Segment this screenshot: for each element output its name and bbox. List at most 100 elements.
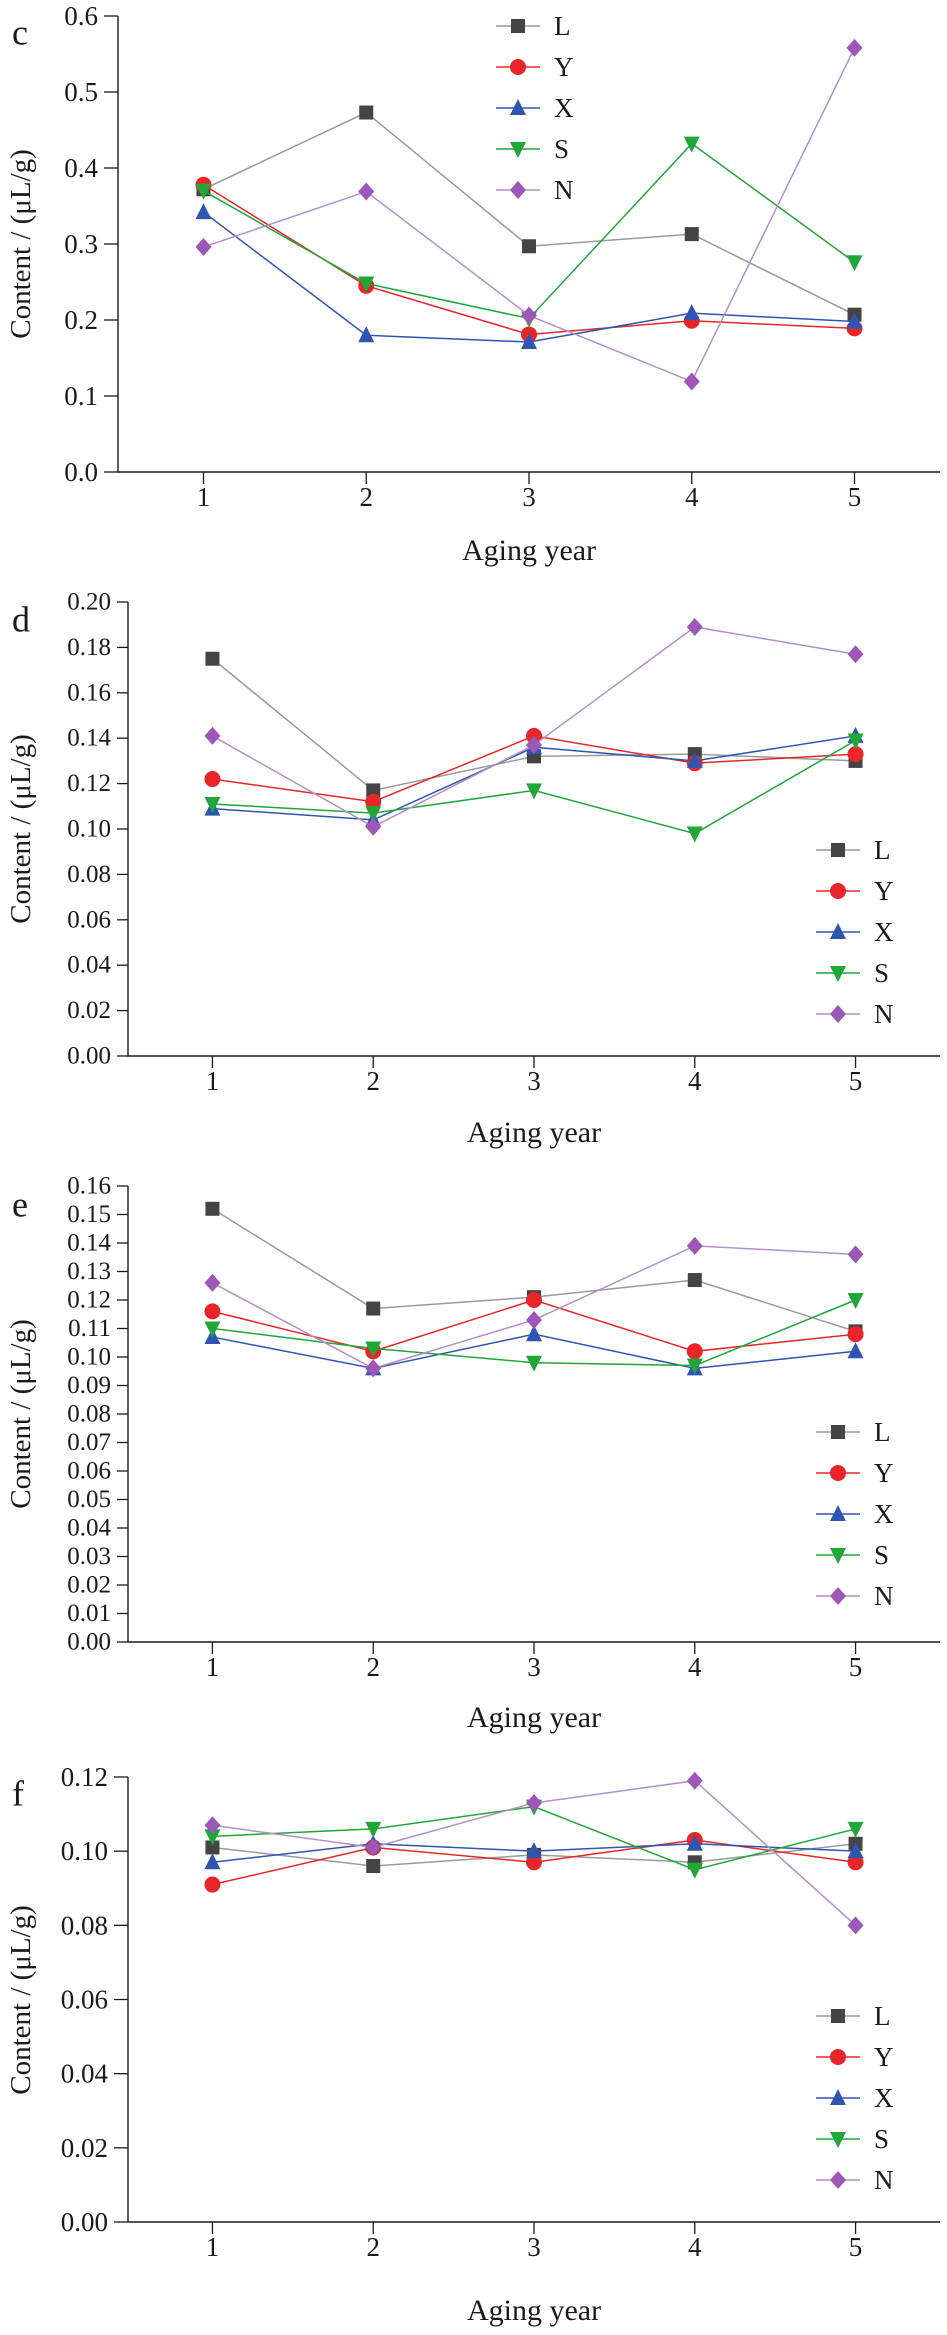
data-point-S — [365, 1341, 382, 1358]
y-tick-label: 0.12 — [67, 770, 111, 797]
series-L — [205, 651, 863, 798]
data-point-L — [205, 651, 220, 666]
data-point-N — [847, 1916, 864, 1935]
y-tick-label: 0.06 — [67, 906, 111, 933]
y-tick-label: 0.16 — [67, 1173, 111, 1200]
legend-item-Y: Y — [816, 876, 894, 906]
data-point-X — [358, 326, 375, 343]
legend-marker — [831, 2009, 845, 2023]
legend-label: S — [874, 958, 889, 988]
series-line-S — [203, 142, 855, 320]
legend-label: X — [874, 2083, 894, 2113]
x-tick-label: 3 — [527, 1652, 541, 1682]
data-point-N — [365, 1359, 382, 1378]
series-X — [204, 1834, 864, 1870]
data-point-S — [686, 1358, 703, 1375]
legend-marker — [830, 2049, 846, 2065]
legend-marker — [830, 1548, 846, 1564]
data-point-S — [847, 1821, 864, 1838]
legend-label: N — [554, 175, 574, 205]
legend-marker — [510, 59, 526, 75]
data-point-S — [526, 1355, 542, 1372]
y-tick-label: 0.6 — [64, 1, 98, 31]
data-point-X — [847, 1342, 864, 1359]
y-tick-label: 0.08 — [67, 1401, 111, 1428]
y-tick-label: 0.16 — [67, 679, 111, 706]
data-point-X — [195, 203, 212, 220]
legend-label: Y — [874, 2042, 894, 2072]
x-tick-label: 5 — [849, 1066, 863, 1096]
data-point-L — [684, 227, 699, 242]
x-tick-label: 4 — [688, 2232, 702, 2262]
data-point-X — [683, 304, 700, 321]
y-tick-label: 0.1 — [64, 381, 98, 411]
y-axis-title: Content / (μL/g) — [5, 149, 37, 339]
legend-item-S: S — [816, 958, 889, 988]
x-tick-label: 5 — [849, 1652, 863, 1682]
y-tick-label: 0.12 — [67, 1287, 111, 1314]
series-N — [204, 1771, 864, 1935]
legend-marker — [830, 2132, 846, 2148]
legend-item-Y: Y — [816, 1458, 894, 1488]
y-axis-title: Content / (μL/g) — [5, 1319, 37, 1509]
legend-label: S — [874, 2124, 889, 2154]
y-tick-label: 0.06 — [67, 1458, 111, 1485]
x-tick-label: 3 — [527, 2232, 541, 2262]
y-tick-label: 0.3 — [64, 229, 98, 259]
y-tick-label: 0.03 — [67, 1543, 111, 1570]
data-point-N — [204, 1816, 221, 1835]
data-point-N — [358, 182, 375, 201]
data-point-S — [365, 806, 382, 823]
data-point-N — [686, 617, 703, 636]
data-point-S — [686, 826, 703, 843]
series-N — [204, 1236, 864, 1378]
data-point-S — [683, 136, 700, 153]
legend-label: L — [874, 835, 891, 865]
data-point-L — [205, 1201, 220, 1216]
data-point-S — [847, 1293, 864, 1309]
x-tick-label: 2 — [366, 2232, 380, 2262]
data-point-S — [365, 1821, 382, 1838]
axes-frame — [127, 602, 940, 1057]
x-tick-label: 4 — [688, 1066, 702, 1096]
x-tick-label: 4 — [685, 482, 699, 512]
data-point-Y — [686, 1343, 703, 1360]
x-tick-label: 3 — [522, 482, 536, 512]
legend-item-N: N — [816, 999, 894, 1029]
legend-marker — [830, 1505, 846, 1521]
y-tick-label: 0.5 — [64, 77, 98, 107]
legend-label: Y — [554, 52, 574, 82]
y-tick-label: 0.04 — [67, 952, 111, 979]
legend-marker — [830, 1465, 846, 1481]
legend-label: X — [874, 1499, 894, 1529]
legend-marker — [511, 19, 525, 33]
data-point-N — [204, 1273, 221, 1292]
data-point-Y — [204, 1303, 221, 1320]
y-tick-label: 0.00 — [61, 2207, 108, 2237]
data-point-L — [205, 1840, 220, 1855]
legend-label: L — [874, 2001, 891, 2031]
legend-label: S — [874, 1540, 889, 1570]
x-tick-label: 3 — [527, 1066, 541, 1096]
data-point-X — [846, 312, 863, 329]
data-point-Y — [204, 771, 221, 788]
y-tick-label: 0.18 — [67, 634, 111, 661]
y-tick-label: 0.06 — [61, 1985, 108, 2015]
legend-label: L — [554, 11, 571, 41]
x-tick-label: 1 — [206, 2232, 220, 2262]
data-point-N — [847, 645, 864, 664]
legend-marker — [831, 1425, 845, 1439]
y-tick-label: 0.08 — [67, 861, 111, 888]
legend-item-X: X — [496, 93, 574, 123]
x-axis-title: Aging year — [467, 1116, 601, 1149]
chart-panel-f: f 0.00 0.02 0.04 0.06 0.08 0.10 0.12 1 2 3 4 5 Aging … — [5, 1762, 940, 2327]
data-point-N — [686, 1771, 703, 1790]
y-tick-label: 0.13 — [67, 1258, 111, 1285]
legend-item-S: S — [816, 2124, 889, 2154]
x-axis-title: Aging year — [462, 534, 596, 567]
data-point-Y — [365, 793, 382, 810]
data-point-Y — [526, 1854, 542, 1871]
legend-label: Y — [874, 876, 894, 906]
y-tick-label: 0.10 — [67, 816, 111, 843]
